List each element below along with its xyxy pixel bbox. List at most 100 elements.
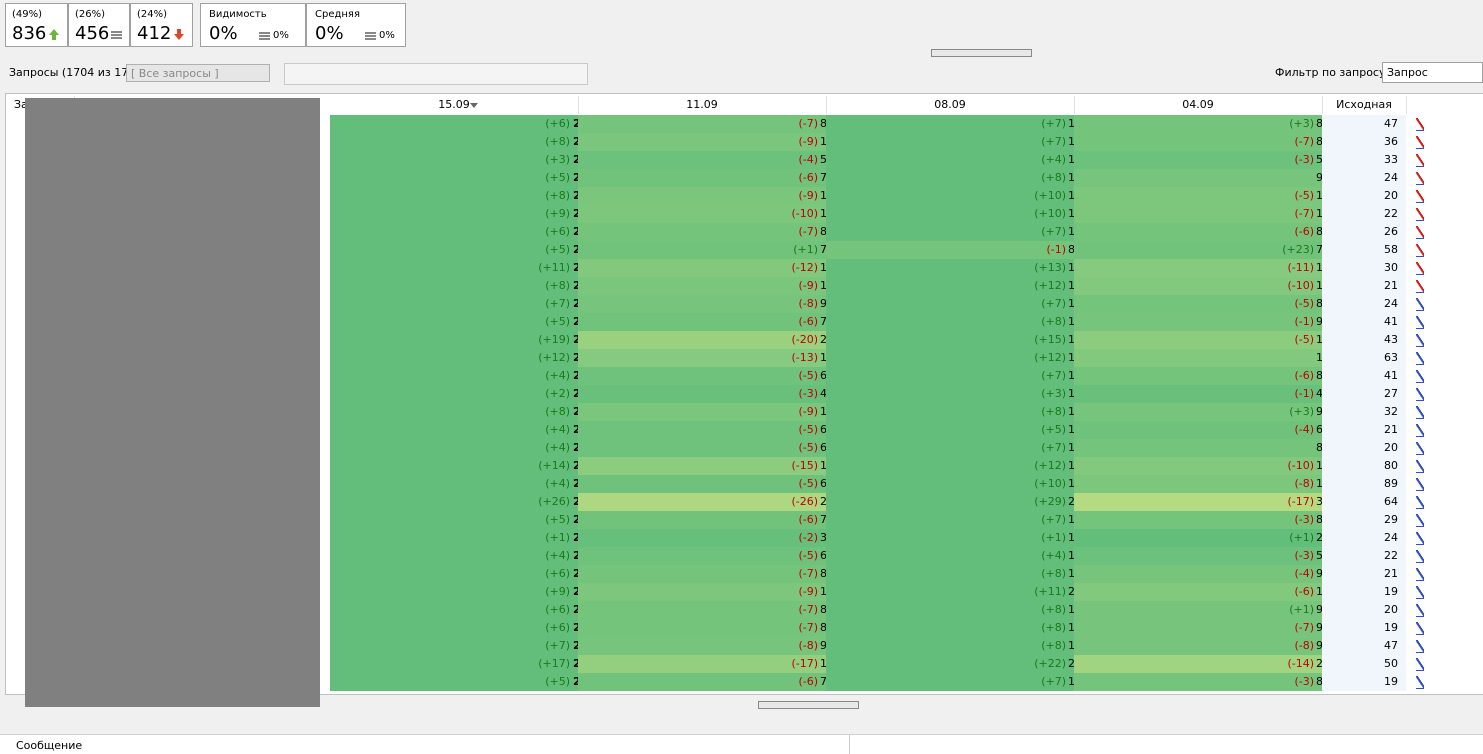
position-change: (+11) bbox=[1034, 585, 1066, 598]
position: 3 bbox=[820, 531, 827, 544]
splitter-handle[interactable] bbox=[758, 701, 859, 709]
chart-link[interactable] bbox=[1416, 460, 1424, 473]
baseline-cell: 20 bbox=[1322, 439, 1406, 457]
chart-link[interactable] bbox=[1416, 604, 1424, 617]
chart-link[interactable] bbox=[1416, 388, 1424, 401]
chart-link[interactable] bbox=[1416, 532, 1424, 545]
baseline-cell: 47 bbox=[1322, 115, 1406, 133]
position-change: (+8) bbox=[1041, 639, 1066, 652]
position: 1 bbox=[1068, 315, 1075, 328]
position-change: (-5) bbox=[1294, 333, 1314, 346]
chart-link[interactable] bbox=[1416, 478, 1424, 491]
column-header[interactable]: Исходная bbox=[1322, 96, 1407, 114]
chart-link[interactable] bbox=[1416, 118, 1424, 131]
chart-link[interactable] bbox=[1416, 514, 1424, 527]
chart-link[interactable] bbox=[1416, 496, 1424, 509]
position-cell: (-7) 8 bbox=[578, 565, 827, 583]
position-change: (+1) bbox=[793, 243, 818, 256]
position: 2 bbox=[573, 261, 581, 274]
position-cell: (+15) 1 bbox=[826, 331, 1075, 349]
chart-link[interactable] bbox=[1416, 406, 1424, 419]
horizontal-scroll[interactable] bbox=[284, 63, 588, 85]
position-change: (-10) bbox=[1287, 279, 1314, 292]
chart-link[interactable] bbox=[1416, 154, 1424, 167]
position: 2 bbox=[1316, 531, 1323, 544]
position-cell: (-1) 4 bbox=[1074, 385, 1323, 403]
chart-link[interactable] bbox=[1416, 424, 1424, 437]
position-change: (+4) bbox=[1041, 549, 1066, 562]
position-change: (+10) bbox=[1034, 477, 1066, 490]
chart-link[interactable] bbox=[1416, 442, 1424, 455]
position-cell: (+7) 1 bbox=[826, 133, 1075, 151]
position: 6 bbox=[820, 441, 827, 454]
chart-link[interactable] bbox=[1416, 316, 1424, 329]
chart-link[interactable] bbox=[1416, 676, 1424, 689]
position-change: (+6) bbox=[545, 603, 570, 616]
chart-link[interactable] bbox=[1416, 190, 1424, 203]
chart-link[interactable] bbox=[1416, 172, 1424, 185]
chart-link[interactable] bbox=[1416, 658, 1424, 671]
position-cell: (-3) 5 bbox=[1074, 547, 1323, 565]
baseline-cell: 19 bbox=[1322, 619, 1406, 637]
stat-average: Средняя 0% 0% bbox=[306, 3, 406, 47]
position: 8 bbox=[1316, 297, 1323, 310]
chart-link[interactable] bbox=[1416, 334, 1424, 347]
position-change: (+4) bbox=[545, 549, 570, 562]
position: 2 bbox=[1068, 585, 1075, 598]
chart-link[interactable] bbox=[1416, 622, 1424, 635]
chart-link[interactable] bbox=[1416, 280, 1424, 293]
position: 4 bbox=[1316, 387, 1323, 400]
position: 1 bbox=[1068, 477, 1075, 490]
position-change: (+7) bbox=[1041, 135, 1066, 148]
position-cell: (+8) 1 bbox=[826, 403, 1075, 421]
position: 2 bbox=[573, 567, 581, 580]
position-cell: (+11) 2 bbox=[330, 259, 581, 277]
column-header[interactable]: 08.09 bbox=[826, 96, 1075, 114]
position-cell: (-3) 4 bbox=[578, 385, 827, 403]
position-change: (+11) bbox=[538, 261, 570, 274]
position-cell: (+7) 1 bbox=[826, 295, 1075, 313]
position-change: (+7) bbox=[545, 297, 570, 310]
position-cell: (+26) 2 bbox=[330, 493, 581, 511]
chart-link[interactable] bbox=[1416, 370, 1424, 383]
position-cell: (-17)31 bbox=[1074, 493, 1330, 511]
chart-link[interactable] bbox=[1416, 568, 1424, 581]
column-header[interactable]: 11.09 bbox=[578, 96, 827, 114]
chart-link[interactable] bbox=[1416, 244, 1424, 257]
position: 9 bbox=[1316, 315, 1323, 328]
position-cell: (-8) 9 bbox=[578, 295, 827, 313]
position: 2 bbox=[1068, 495, 1075, 508]
chart-link[interactable] bbox=[1416, 208, 1424, 221]
chart-link[interactable] bbox=[1416, 298, 1424, 311]
position-change: (-3) bbox=[1294, 153, 1314, 166]
position: 1 bbox=[1068, 207, 1075, 220]
chart-link[interactable] bbox=[1416, 586, 1424, 599]
chart-link[interactable] bbox=[1416, 262, 1424, 275]
position: 2 bbox=[573, 639, 581, 652]
chart-link[interactable] bbox=[1416, 640, 1424, 653]
position: 8 bbox=[820, 117, 827, 130]
position: 9 bbox=[1316, 603, 1323, 616]
splitter-handle[interactable] bbox=[931, 49, 1032, 57]
chart-link[interactable] bbox=[1416, 136, 1424, 149]
position: 1 bbox=[1068, 225, 1075, 238]
filter-input[interactable]: Запрос bbox=[1382, 62, 1483, 83]
position-change: (-6) bbox=[798, 675, 818, 688]
column-header[interactable]: 15.09 bbox=[330, 96, 579, 114]
position-cell: (-3) 8 bbox=[1074, 511, 1323, 529]
position-cell: (+3) 2 bbox=[330, 151, 581, 169]
chart-link[interactable] bbox=[1416, 352, 1424, 365]
position-cell: (-1) 8 bbox=[826, 241, 1075, 259]
position-change: (+3) bbox=[1041, 387, 1066, 400]
stat-value: 0% bbox=[209, 23, 238, 44]
position-cell: (-11)14 bbox=[1074, 259, 1330, 277]
position-cell: (-7) 8 bbox=[578, 601, 827, 619]
position-cell: (-8) 9 bbox=[1074, 637, 1323, 655]
query-set-dropdown[interactable]: [ Все запросы ] bbox=[126, 64, 270, 82]
chart-link[interactable] bbox=[1416, 226, 1424, 239]
position-change: (-9) bbox=[798, 189, 818, 202]
column-header[interactable]: 04.09 bbox=[1074, 96, 1323, 114]
chart-link[interactable] bbox=[1416, 550, 1424, 563]
position-change: (+2) bbox=[545, 387, 570, 400]
position-change: (-26) bbox=[791, 495, 818, 508]
